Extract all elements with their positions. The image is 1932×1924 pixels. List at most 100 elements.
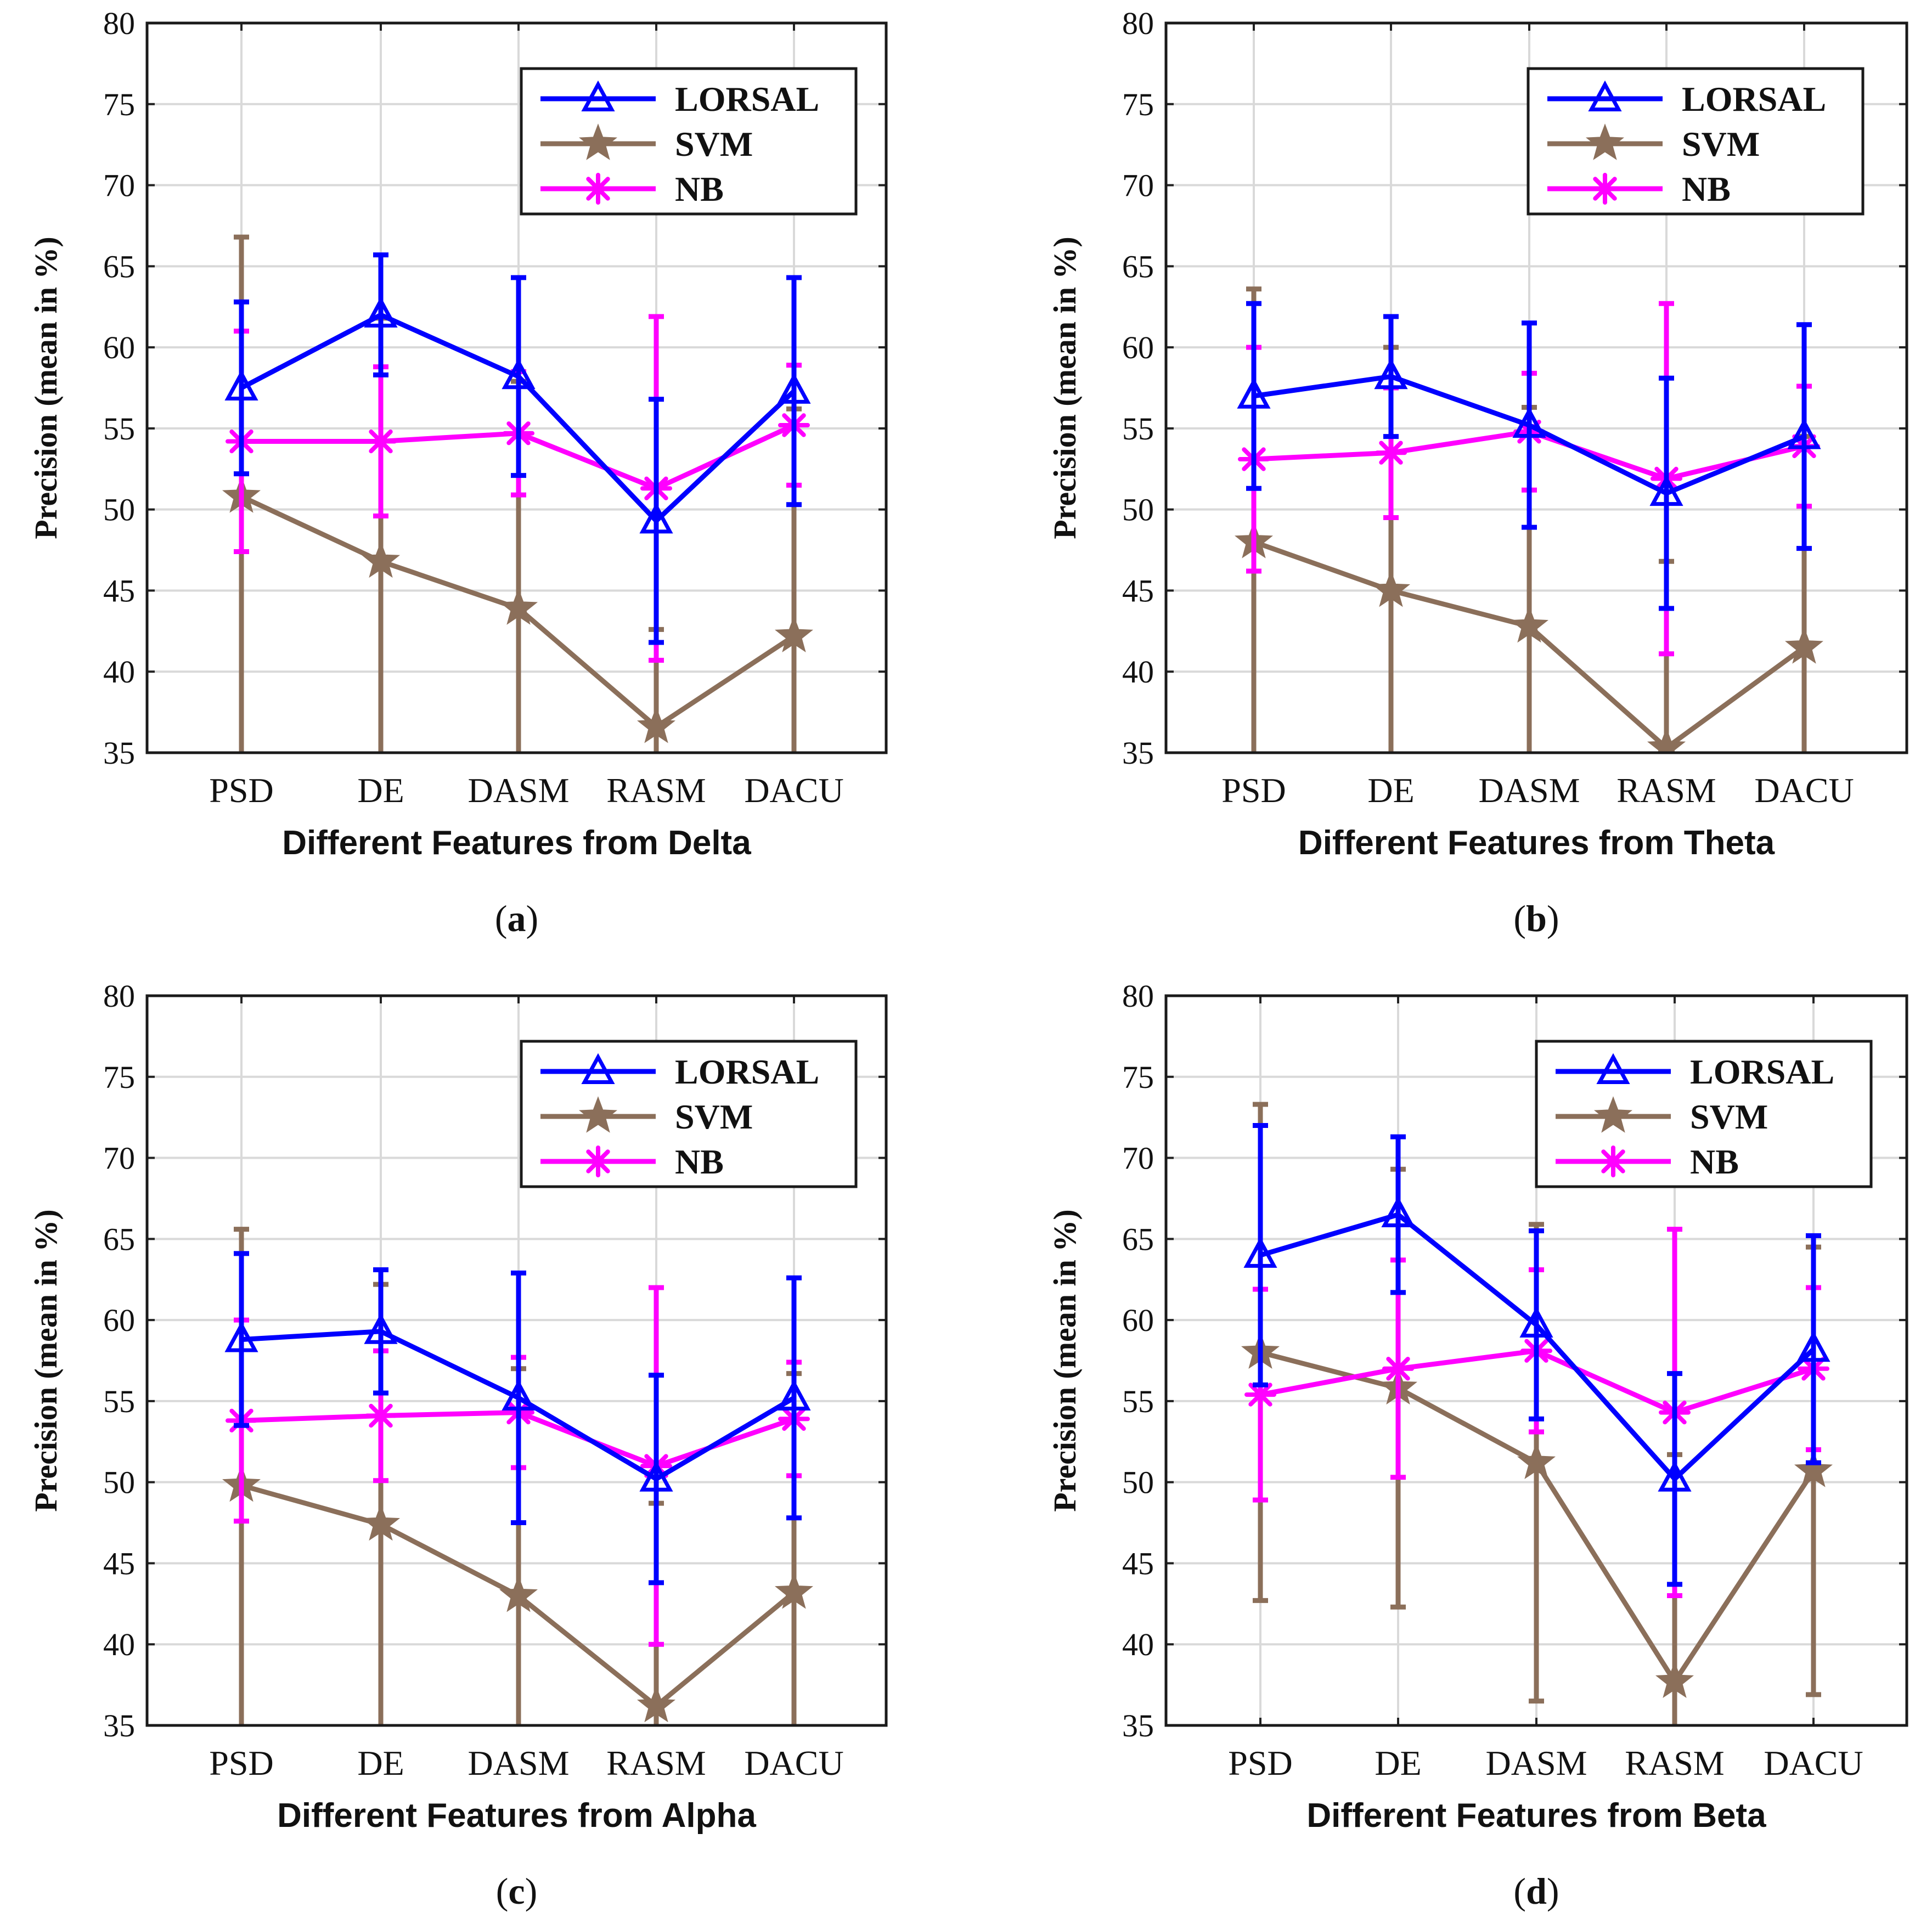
x-tick-label: RASM (606, 771, 706, 810)
y-tick-label: 35 (1122, 1708, 1154, 1744)
panel-caption: (c) (496, 1870, 538, 1912)
data-point (364, 296, 398, 328)
data-point (1374, 358, 1408, 390)
series-line (1253, 374, 1805, 496)
data-point (1244, 1379, 1276, 1411)
axes-frame (145, 21, 888, 754)
legend-entry-svm: SVM (540, 1096, 753, 1136)
y-tick-label: 60 (103, 330, 135, 365)
legend-entry-nb: NB (540, 170, 724, 208)
x-tick-label: DASM (468, 1744, 570, 1782)
legend-label: SVM (675, 125, 753, 163)
legend-entry-nb: NB (1547, 170, 1731, 208)
x-tick-label: DE (357, 1744, 404, 1782)
legend-label: LORSAL (675, 1052, 819, 1091)
data-point (1655, 1661, 1694, 1699)
chart-panel-a: 35 40 45 50 55 60 65 70 75 80 PSD DE DASM RASM DACU Dif… (28, 5, 888, 939)
legend-marker (578, 123, 618, 160)
legend: LORSAL SVM NB (1535, 1040, 1873, 1188)
data-layer (222, 1227, 814, 1725)
legend-marker (578, 1096, 618, 1133)
legend-label: NB (1690, 1142, 1739, 1181)
y-tick-label: 55 (103, 411, 135, 447)
data-point (224, 1321, 258, 1352)
legend-entry-svm: SVM (1547, 123, 1760, 163)
y-tick-label: 75 (103, 1059, 135, 1095)
y-tick-label: 65 (103, 249, 135, 284)
chart-panel-c: 35 40 45 50 55 60 65 70 75 80 PSD DE DASM RASM DACU Dif… (28, 978, 888, 1912)
y-tick-label: 35 (103, 1708, 135, 1744)
x-tick-label: DACU (744, 771, 843, 810)
data-point (1794, 1451, 1833, 1487)
y-tick-label: 60 (103, 1302, 135, 1338)
data-point (637, 1685, 676, 1723)
y-tick-label: 75 (103, 87, 135, 122)
series-line (1259, 1212, 1816, 1482)
panel-caption: (a) (495, 898, 538, 939)
x-axis-label: Different Features from Delta (282, 824, 751, 862)
y-tick-label: 55 (1122, 1384, 1154, 1419)
legend-marker (1593, 1096, 1633, 1133)
legend-label: NB (1682, 170, 1731, 208)
x-tick-label: RASM (606, 1744, 706, 1782)
data-point (365, 425, 397, 458)
data-point (1517, 1442, 1556, 1480)
legend-label: SVM (1690, 1097, 1768, 1136)
data-point (361, 1504, 401, 1541)
data-point (1509, 606, 1549, 643)
y-tick-label: 40 (103, 1627, 135, 1662)
y-axis-label: Precision (mean in %) (1047, 1209, 1083, 1511)
data-point (1243, 1237, 1277, 1268)
data-point (1787, 418, 1821, 449)
y-tick-label: 35 (1122, 735, 1154, 771)
data-point (777, 1379, 811, 1410)
data-point (1658, 1460, 1692, 1492)
legend: LORSAL SVM NB (1527, 67, 1865, 216)
y-tick-label: 45 (1122, 573, 1154, 608)
legend-marker (1589, 173, 1621, 205)
legend-entry-lorsal: LORSAL (1547, 80, 1826, 119)
y-tick-label: 65 (1122, 249, 1154, 284)
legend-entry-lorsal: LORSAL (540, 80, 819, 119)
x-tick-label: DASM (1486, 1744, 1587, 1782)
data-point (361, 541, 401, 578)
y-tick-label: 40 (1122, 654, 1154, 690)
legend-label: NB (675, 170, 724, 208)
x-tick-label: PSD (1221, 771, 1286, 810)
data-point (774, 616, 814, 653)
y-tick-label: 70 (1122, 1141, 1154, 1176)
data-point (502, 358, 536, 390)
legend-marker (582, 173, 614, 205)
data-layer (222, 234, 814, 753)
y-tick-label: 80 (1122, 5, 1154, 41)
series-lorsal (1243, 1122, 1830, 1587)
data-point (637, 706, 676, 743)
y-tick-label: 35 (103, 735, 135, 771)
data-point (774, 1572, 814, 1609)
legend-entry-lorsal: LORSAL (1556, 1052, 1834, 1091)
x-tick-label: PSD (209, 1744, 273, 1782)
legend: LORSAL SVM NB (520, 1040, 858, 1188)
data-point (639, 1460, 673, 1492)
legend-entry-lorsal: LORSAL (540, 1052, 819, 1091)
legend: LORSAL SVM NB (520, 67, 858, 216)
data-point (1649, 475, 1683, 506)
y-tick-label: 45 (103, 573, 135, 608)
y-tick-label: 75 (1122, 87, 1154, 122)
y-tick-label: 45 (103, 1545, 135, 1581)
axes-frame (1164, 21, 1908, 754)
y-tick-label: 50 (103, 1465, 135, 1500)
x-axis-label: Different Features from Theta (1298, 824, 1775, 862)
chart-panel-b: 35 40 45 50 55 60 65 70 75 80 PSD DE DASM RASM DACU Dif… (1047, 5, 1908, 939)
y-tick-label: 65 (1122, 1221, 1154, 1257)
y-axis-label: Precision (mean in %) (28, 236, 64, 539)
y-tick-label: 80 (103, 5, 135, 41)
data-point (1784, 627, 1824, 664)
y-tick-label: 80 (103, 978, 135, 1014)
y-axis-label: Precision (mean in %) (28, 1209, 64, 1511)
series-line (241, 1329, 796, 1482)
y-tick-label: 55 (103, 1384, 135, 1419)
x-tick-label: DE (357, 771, 404, 810)
legend-entry-nb: NB (540, 1142, 724, 1181)
